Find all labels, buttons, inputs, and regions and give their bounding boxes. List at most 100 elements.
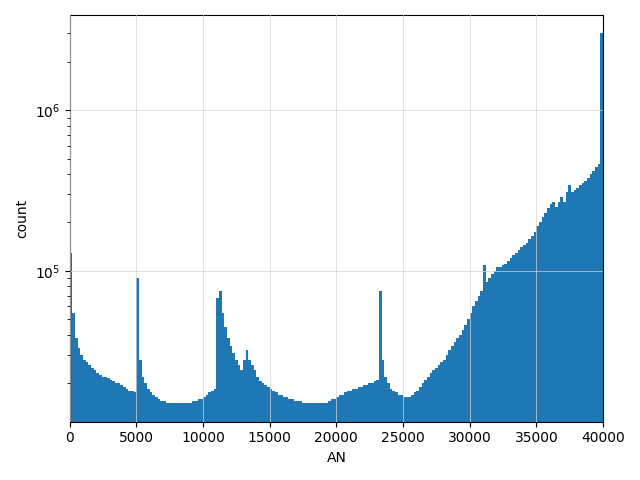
Bar bbox=[128, 391, 131, 480]
Bar bbox=[465, 325, 467, 480]
Bar bbox=[189, 403, 192, 480]
Bar bbox=[376, 380, 379, 480]
Bar bbox=[91, 368, 93, 480]
Bar bbox=[96, 373, 99, 480]
Bar bbox=[115, 383, 118, 480]
Bar bbox=[107, 378, 109, 480]
Bar bbox=[379, 291, 381, 480]
Bar bbox=[278, 395, 280, 480]
Bar bbox=[269, 389, 273, 480]
Bar bbox=[593, 171, 595, 480]
Bar bbox=[584, 181, 587, 480]
Bar bbox=[456, 338, 459, 480]
Bar bbox=[75, 338, 77, 480]
Bar bbox=[579, 185, 582, 480]
Bar bbox=[315, 403, 317, 480]
Bar bbox=[299, 401, 301, 480]
Bar bbox=[568, 185, 571, 480]
Bar bbox=[395, 393, 397, 480]
Bar bbox=[433, 371, 435, 480]
Bar bbox=[291, 399, 294, 480]
Bar bbox=[232, 353, 235, 480]
Bar bbox=[427, 376, 429, 480]
Bar bbox=[344, 393, 347, 480]
Bar bbox=[235, 360, 237, 480]
Bar bbox=[413, 393, 417, 480]
Bar bbox=[131, 391, 134, 480]
Bar bbox=[88, 365, 91, 480]
Bar bbox=[72, 312, 75, 480]
Bar bbox=[385, 376, 387, 480]
Bar bbox=[381, 360, 385, 480]
Bar bbox=[371, 383, 374, 480]
Bar bbox=[347, 391, 349, 480]
Bar bbox=[582, 183, 584, 480]
Bar bbox=[157, 399, 160, 480]
Bar bbox=[536, 226, 539, 480]
Bar bbox=[486, 282, 488, 480]
Bar bbox=[273, 391, 275, 480]
Bar bbox=[507, 261, 509, 480]
Bar bbox=[550, 204, 552, 480]
Bar bbox=[387, 383, 390, 480]
Bar bbox=[419, 387, 422, 480]
Bar bbox=[289, 399, 291, 480]
Bar bbox=[104, 376, 107, 480]
Bar bbox=[449, 350, 451, 480]
Bar bbox=[141, 376, 144, 480]
Bar bbox=[326, 403, 328, 480]
Bar bbox=[358, 387, 360, 480]
Bar bbox=[470, 312, 472, 480]
Bar bbox=[355, 389, 358, 480]
Bar bbox=[513, 255, 515, 480]
Bar bbox=[109, 380, 112, 480]
Bar bbox=[483, 265, 486, 480]
Bar bbox=[558, 202, 561, 480]
Bar bbox=[283, 396, 285, 480]
Bar bbox=[123, 387, 125, 480]
Bar bbox=[504, 264, 507, 480]
Bar bbox=[454, 342, 456, 480]
Bar bbox=[179, 403, 182, 480]
Bar bbox=[461, 330, 465, 480]
Bar bbox=[275, 393, 278, 480]
Bar bbox=[424, 380, 427, 480]
Bar bbox=[509, 258, 513, 480]
Bar bbox=[155, 396, 157, 480]
Bar bbox=[337, 396, 339, 480]
Bar bbox=[493, 271, 497, 480]
Bar bbox=[166, 403, 168, 480]
Bar bbox=[200, 399, 203, 480]
Bar bbox=[547, 208, 550, 480]
Bar bbox=[219, 291, 221, 480]
Bar bbox=[264, 385, 267, 480]
Bar bbox=[227, 338, 230, 480]
Bar bbox=[574, 190, 577, 480]
Bar bbox=[216, 298, 219, 480]
Bar bbox=[459, 335, 461, 480]
Bar bbox=[147, 389, 150, 480]
Bar bbox=[262, 383, 264, 480]
Bar bbox=[534, 232, 536, 480]
Bar bbox=[587, 178, 590, 480]
Bar bbox=[445, 355, 449, 480]
Bar bbox=[488, 278, 491, 480]
Bar bbox=[429, 373, 433, 480]
Bar bbox=[144, 383, 147, 480]
Bar bbox=[502, 265, 504, 480]
Bar bbox=[577, 188, 579, 480]
Bar bbox=[118, 383, 120, 480]
Bar bbox=[267, 387, 269, 480]
Bar bbox=[237, 365, 240, 480]
Bar bbox=[208, 393, 211, 480]
Bar bbox=[481, 291, 483, 480]
Bar bbox=[176, 403, 179, 480]
Bar bbox=[411, 395, 413, 480]
Bar bbox=[525, 242, 529, 480]
Bar bbox=[365, 385, 369, 480]
Bar bbox=[243, 360, 246, 480]
Bar bbox=[83, 360, 86, 480]
Bar bbox=[401, 395, 403, 480]
Bar bbox=[349, 391, 353, 480]
Y-axis label: count: count bbox=[15, 199, 29, 238]
